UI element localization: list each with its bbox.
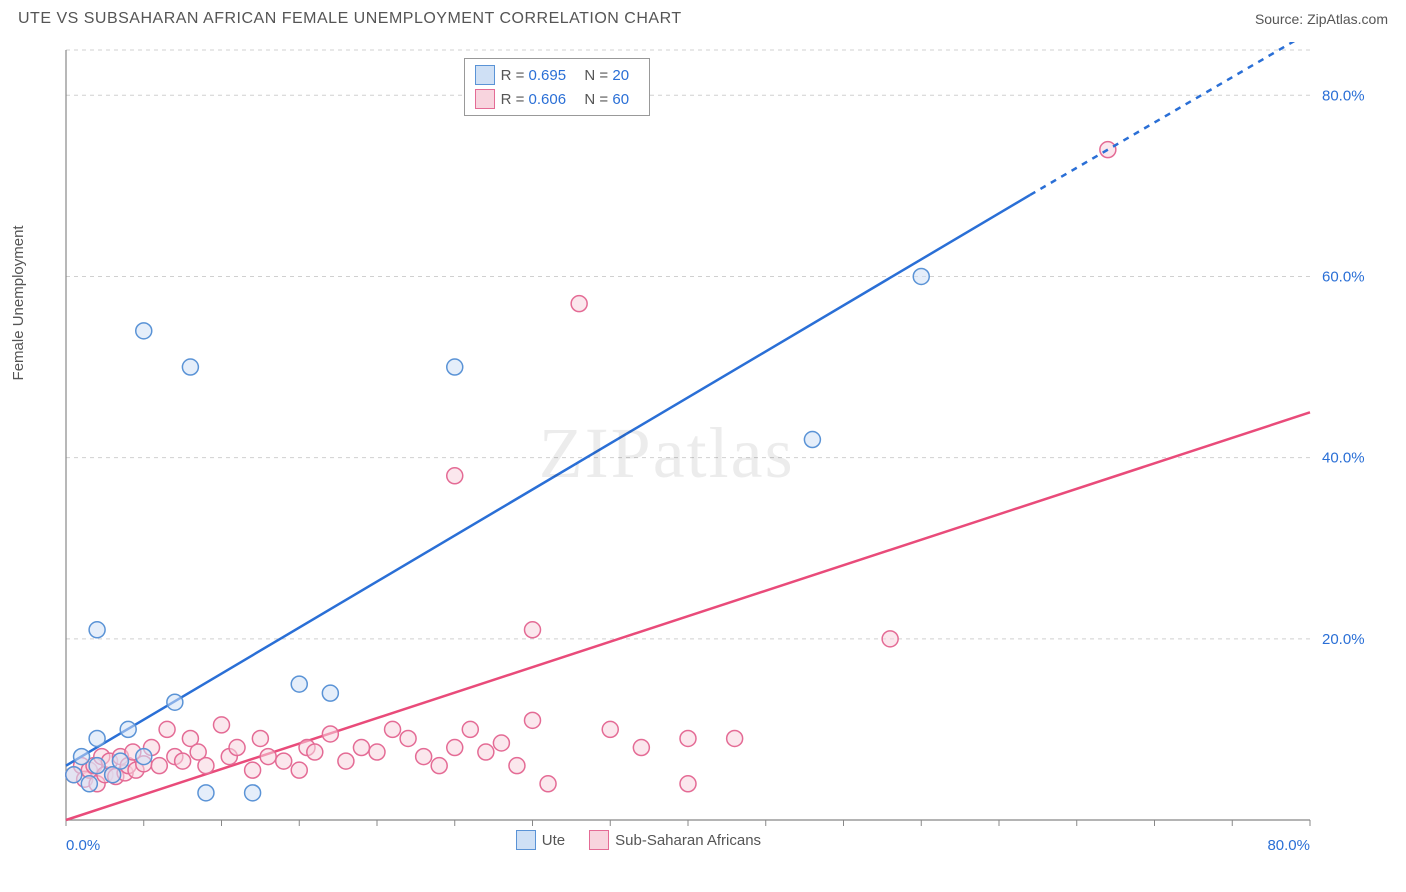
stats-row: R = 0.695 N = 20 — [475, 63, 639, 87]
svg-text:40.0%: 40.0% — [1322, 450, 1365, 467]
chart-container: Female Unemployment 20.0%40.0%60.0%80.0%… — [18, 42, 1388, 874]
legend-label: Ute — [542, 832, 565, 849]
svg-text:60.0%: 60.0% — [1322, 268, 1365, 285]
svg-text:20.0%: 20.0% — [1322, 631, 1365, 648]
source-label: Source: — [1255, 11, 1303, 27]
source-credit: Source: ZipAtlas.com — [1255, 11, 1388, 27]
svg-text:0.0%: 0.0% — [66, 837, 100, 854]
stats-text: R = 0.606 N = 60 — [501, 91, 639, 108]
legend-swatch — [475, 89, 495, 109]
legend-swatch — [475, 65, 495, 85]
series-legend: Ute Sub-Saharan Africans — [516, 830, 761, 850]
legend-item: Sub-Saharan Africans — [589, 830, 761, 850]
source-link[interactable]: ZipAtlas.com — [1307, 11, 1388, 27]
stats-legend: R = 0.695 N = 20 R = 0.606 N = 60 — [464, 58, 650, 116]
svg-text:80.0%: 80.0% — [1267, 837, 1310, 854]
stats-row: R = 0.606 N = 60 — [475, 87, 639, 111]
svg-text:80.0%: 80.0% — [1322, 87, 1365, 104]
legend-swatch — [516, 830, 536, 850]
chart-title: UTE VS SUBSAHARAN AFRICAN FEMALE UNEMPLO… — [18, 10, 682, 28]
legend-label: Sub-Saharan Africans — [615, 832, 761, 849]
legend-item: Ute — [516, 830, 565, 850]
stats-text: R = 0.695 N = 20 — [501, 67, 639, 84]
scatter-chart: 20.0% 40.0% 60.0% 80.0% 0.0% 80.0% — [18, 42, 1388, 864]
legend-swatch — [589, 830, 609, 850]
